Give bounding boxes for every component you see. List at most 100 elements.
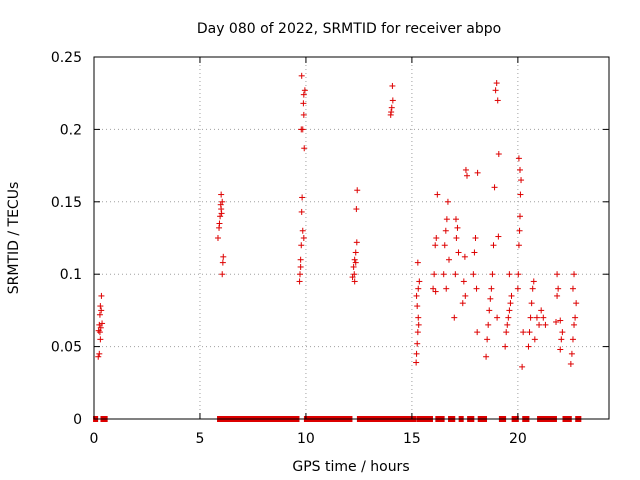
data-point [571, 271, 578, 278]
data-point [99, 320, 106, 327]
data-point [462, 166, 469, 173]
data-point [462, 292, 469, 299]
data-point [413, 350, 420, 357]
y-tick-label: 0.05 [51, 340, 82, 356]
data-point [472, 235, 479, 241]
data-point [527, 314, 534, 321]
y-tick-label: 0.1 [60, 267, 82, 283]
data-point [559, 329, 566, 336]
x-tick-label: 20 [509, 431, 527, 447]
data-point [494, 97, 501, 104]
data-point [353, 239, 360, 246]
data-point [414, 329, 421, 336]
plot-frame [93, 56, 610, 420]
data-point [413, 292, 420, 299]
data-point [416, 278, 423, 285]
data-point [483, 353, 490, 360]
data-point [517, 191, 524, 198]
data-point [460, 278, 467, 285]
data-point [495, 151, 502, 158]
data-point [502, 343, 509, 350]
data-point [493, 80, 500, 87]
data-point [388, 109, 395, 116]
data-point [216, 220, 223, 227]
data-point [470, 271, 477, 278]
y-tick-label: 0.25 [51, 50, 82, 66]
data-point [300, 100, 307, 107]
data-point [461, 253, 468, 260]
data-point [520, 329, 527, 336]
x-tick-label: 15 [403, 431, 421, 447]
data-point [219, 271, 226, 278]
data-point [486, 307, 493, 314]
data-point [432, 288, 439, 295]
data-point [514, 285, 521, 292]
data-point [219, 198, 226, 205]
data-point [298, 72, 305, 79]
data-point [442, 227, 449, 234]
data-point [96, 350, 103, 357]
y-tick-label: 0.15 [51, 195, 82, 211]
data-point [445, 256, 452, 263]
data-point [459, 300, 466, 307]
data-point [298, 126, 305, 133]
data-point [507, 300, 514, 307]
data-point [487, 295, 494, 302]
data-point [413, 359, 420, 366]
data-point [351, 278, 358, 285]
data-point [474, 329, 481, 336]
data-point [297, 263, 304, 270]
data-point [389, 97, 396, 104]
data-point [569, 285, 576, 292]
data-point [484, 336, 491, 343]
data-point [492, 87, 499, 94]
data-point [299, 194, 306, 201]
data-point [515, 271, 522, 278]
data-point [516, 227, 523, 234]
data-point [443, 285, 450, 292]
x-tick-label: 5 [196, 431, 205, 447]
data-point [444, 198, 451, 205]
data-point [431, 271, 438, 278]
data-point [531, 336, 538, 343]
data-point [572, 314, 579, 321]
data-point [353, 206, 360, 213]
data-point [573, 300, 580, 307]
data-point [214, 235, 221, 241]
y-tick-label: 0.2 [60, 122, 82, 138]
x-axis-label: GPS time / hours [292, 459, 409, 475]
data-point [504, 321, 511, 328]
data-point [554, 271, 561, 278]
data-point [525, 343, 532, 350]
data-point [464, 172, 471, 179]
data-point [538, 307, 545, 314]
data-point [516, 213, 523, 220]
data-point [518, 177, 525, 184]
data-point [352, 259, 359, 266]
data-point [299, 227, 306, 234]
data-point [567, 360, 574, 367]
data-point [506, 271, 513, 278]
data-point [434, 191, 441, 198]
data-point [218, 191, 225, 198]
data-point [553, 318, 560, 325]
data-point [528, 300, 535, 307]
data-point [300, 235, 307, 241]
data-point [297, 256, 304, 263]
data-point [441, 242, 448, 249]
data-point [430, 285, 437, 292]
data-point [217, 213, 224, 220]
data-point [298, 242, 305, 249]
data-point [301, 87, 308, 94]
data-point [474, 169, 481, 176]
data-point [515, 242, 522, 249]
data-point [350, 263, 357, 270]
data-point [491, 184, 498, 191]
y-tick-label: 0 [73, 412, 82, 428]
data-point [530, 278, 537, 285]
data-point [98, 292, 105, 299]
data-point [415, 321, 422, 328]
data-point [490, 242, 497, 249]
data-point [503, 329, 510, 336]
